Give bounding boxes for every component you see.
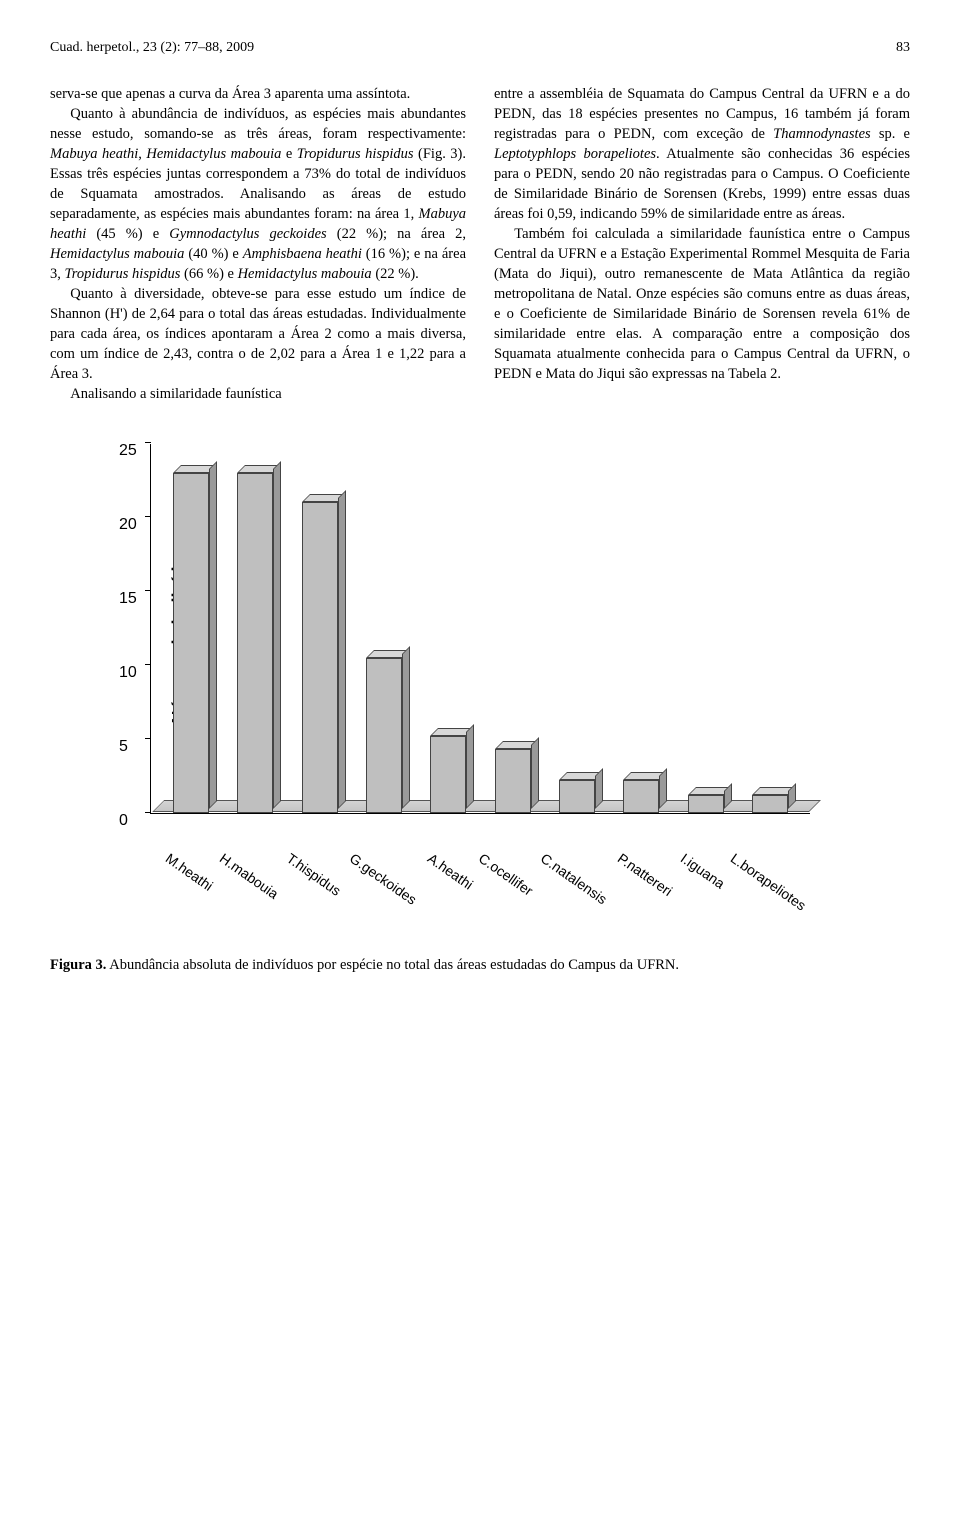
page-number: 83 [896, 40, 910, 56]
body-columns: serva-se que apenas a curva da Área 3 ap… [50, 84, 910, 404]
chart-plot-area: Número de indivíduos 0510152025 [150, 444, 810, 814]
left-column: serva-se que apenas a curva da Área 3 ap… [50, 84, 466, 404]
figure-caption-text: Abundância absoluta de indivíduos por es… [109, 957, 679, 973]
chart-ytick: 0 [119, 812, 128, 830]
page-header: Cuad. herpetol., 23 (2): 77–88, 2009 83 [50, 40, 910, 56]
chart-ytick: 5 [119, 738, 128, 756]
chart-xlabel: I.iguana [678, 850, 728, 892]
chart-xlabel: T.hispidus [284, 850, 344, 899]
figure-caption: Figura 3. Abundância absoluta de indivíd… [50, 956, 910, 976]
running-head-left: Cuad. herpetol., 23 (2): 77–88, 2009 [50, 40, 254, 56]
chart-bar [609, 444, 673, 813]
figure-caption-label: Figura 3. [50, 957, 106, 973]
chart-xlabel: G.geckoides [346, 850, 419, 908]
figure-3-chart: Número de indivíduos 0510152025 M.heathi… [150, 444, 810, 836]
chart-bars [151, 444, 810, 813]
chart-bar [352, 444, 416, 813]
chart-ytick: 10 [119, 664, 137, 682]
chart-bar [480, 444, 544, 813]
chart-bar [159, 444, 223, 813]
chart-bar [288, 444, 352, 813]
chart-xlabel: C.natalensis [538, 850, 610, 907]
chart-xlabel: C.ocellifer [476, 850, 536, 899]
chart-xlabel: L.borapeliotes [728, 850, 809, 914]
chart-ytick: 25 [119, 442, 137, 460]
right-column: entre a assembléia de Squamata do Campus… [494, 84, 910, 404]
chart-xlabel: P.nattereri [615, 850, 676, 899]
chart-ytick: 20 [119, 516, 137, 534]
chart-xlabels: M.heathiH.mabouiaT.hispidusG.geckoidesA.… [150, 820, 810, 836]
chart-bar [673, 444, 737, 813]
chart-xlabel: H.mabouia [217, 850, 282, 902]
chart-bar [738, 444, 802, 813]
chart-xlabel: M.heathi [163, 850, 216, 894]
chart-bar [416, 444, 480, 813]
chart-ytick: 15 [119, 590, 137, 608]
chart-bar [545, 444, 609, 813]
chart-xlabel: A.heathi [424, 850, 475, 893]
chart-bar [223, 444, 287, 813]
